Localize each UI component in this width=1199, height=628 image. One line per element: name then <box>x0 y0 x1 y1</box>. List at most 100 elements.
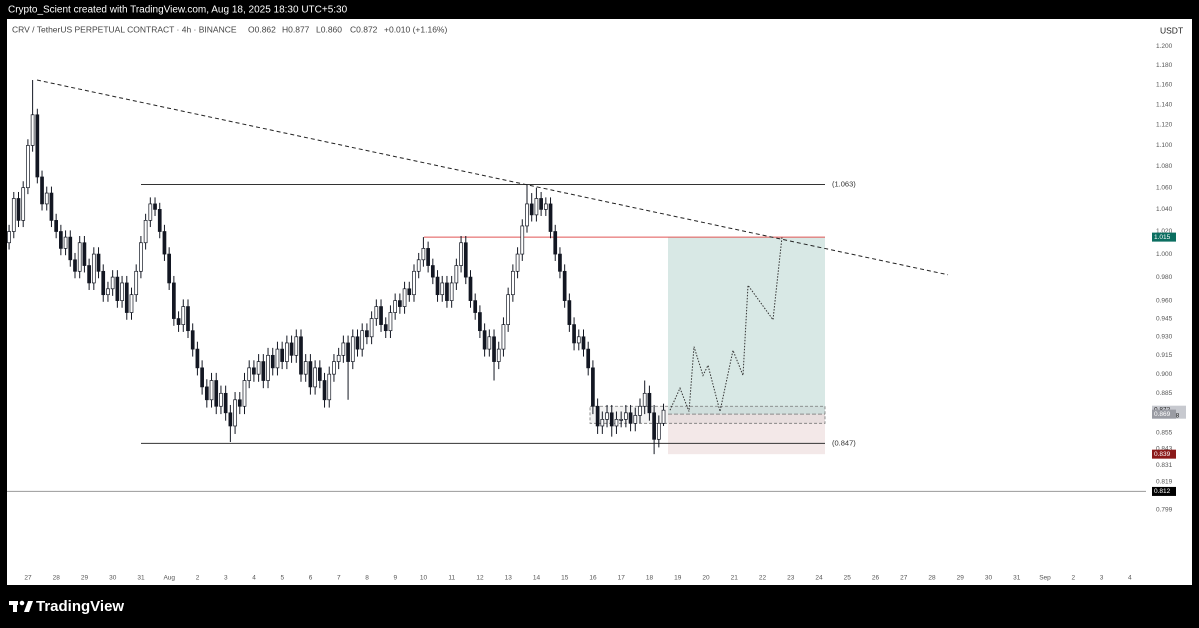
candle-body <box>374 306 379 319</box>
y-tick-label: 0.980 <box>1156 274 1173 281</box>
trendline <box>36 79 949 276</box>
candle-body <box>534 198 539 216</box>
candle-body <box>379 306 383 325</box>
candle-body <box>308 361 313 388</box>
candle-body <box>506 294 511 325</box>
support-label: (0.847) <box>832 438 856 447</box>
candle-body <box>543 203 548 210</box>
y-tick-label: 1.120 <box>1156 122 1173 129</box>
candle-body <box>153 203 157 210</box>
candle-body <box>515 253 520 272</box>
candle-body <box>172 282 176 319</box>
x-tick-label: 25 <box>844 575 852 582</box>
candle-body <box>529 203 534 216</box>
candle-body <box>87 265 91 284</box>
candle-body <box>96 253 101 272</box>
candle-body <box>186 306 190 332</box>
candle-body <box>256 361 261 375</box>
candle-body <box>402 288 407 307</box>
x-tick-label: 13 <box>505 575 513 582</box>
y-tick-label: 0.900 <box>1156 371 1173 378</box>
candle-body <box>143 220 148 244</box>
candle-body <box>449 282 454 301</box>
candle-body <box>77 242 82 272</box>
x-tick-label: 23 <box>787 575 795 582</box>
candle-body <box>303 361 308 375</box>
candle-body <box>322 380 327 401</box>
x-tick-label: 10 <box>420 575 428 582</box>
candle-body <box>459 242 463 266</box>
logo-slash <box>24 601 33 612</box>
x-tick-label: 31 <box>1013 575 1021 582</box>
candle-body <box>501 324 506 350</box>
chart-panel <box>7 19 1192 585</box>
candle-body <box>242 380 247 407</box>
candle-body <box>266 354 270 381</box>
candle-body <box>167 253 172 284</box>
candle-body <box>26 145 30 189</box>
target-badge: 1.015 <box>1154 234 1171 241</box>
target-zone <box>668 237 825 415</box>
x-tick-label: Sep <box>1039 575 1051 582</box>
x-tick-label: 28 <box>53 575 61 582</box>
candle-body <box>110 276 115 290</box>
x-tick-label: 30 <box>985 575 993 582</box>
candle-body <box>355 336 360 350</box>
y-tick-label: 0.819 <box>1156 478 1173 485</box>
candle-body <box>68 236 73 261</box>
stop-badge: 0.839 <box>1154 451 1171 458</box>
x-tick-label: 29 <box>81 575 89 582</box>
candle-body <box>614 419 619 427</box>
x-tick-label: 18 <box>646 575 654 582</box>
candle-body <box>313 367 317 388</box>
candle-body <box>638 405 642 416</box>
x-tick-label: 14 <box>533 575 541 582</box>
candle-body <box>388 312 393 332</box>
x-tick-label: Aug <box>163 575 175 582</box>
candle-body <box>454 265 459 284</box>
x-tick-label: 30 <box>109 575 117 582</box>
y-tick-label: 0.885 <box>1156 390 1173 397</box>
logo-dot <box>19 600 25 606</box>
stop-zone <box>668 414 825 455</box>
candle-body <box>346 342 350 362</box>
resistance-label: (1.063) <box>832 179 856 188</box>
candle-body <box>40 176 44 205</box>
candle-body <box>576 336 581 344</box>
candle-body <box>605 412 609 420</box>
candle-body <box>586 348 591 369</box>
candle-body <box>383 324 388 332</box>
ohlc-value: C0.872 <box>350 24 378 34</box>
candle-body <box>209 380 214 401</box>
x-tick-label: 8 <box>365 575 369 582</box>
candle-body <box>11 198 16 232</box>
candle-body <box>280 348 285 362</box>
candle-body <box>435 276 440 296</box>
candle-body <box>416 259 421 272</box>
candle-body <box>478 312 482 332</box>
candle-body <box>426 248 430 266</box>
candle-body <box>139 242 143 272</box>
stop-badge-bg <box>1152 449 1176 459</box>
candle-body <box>252 367 256 375</box>
candle-body <box>195 348 200 369</box>
x-tick-label: 12 <box>476 575 484 582</box>
candle-body <box>496 348 501 362</box>
candle-body <box>73 259 77 272</box>
candle-body <box>134 270 139 296</box>
candle-body <box>624 412 628 420</box>
baseline-badge-bg <box>1152 486 1176 496</box>
x-tick-label: 21 <box>731 575 739 582</box>
y-tick-label: 0.930 <box>1156 334 1173 341</box>
x-tick-label: 3 <box>224 575 228 582</box>
candle-body <box>336 354 341 362</box>
y-tick-label: 1.040 <box>1156 206 1173 213</box>
y-tick-label: 0.915 <box>1156 352 1173 359</box>
projection-path <box>669 237 783 412</box>
candle-body <box>553 231 558 255</box>
candle-body <box>35 114 40 178</box>
y-tick-label: 1.160 <box>1156 82 1173 89</box>
candle-body <box>628 412 633 424</box>
candle-body <box>214 380 219 407</box>
